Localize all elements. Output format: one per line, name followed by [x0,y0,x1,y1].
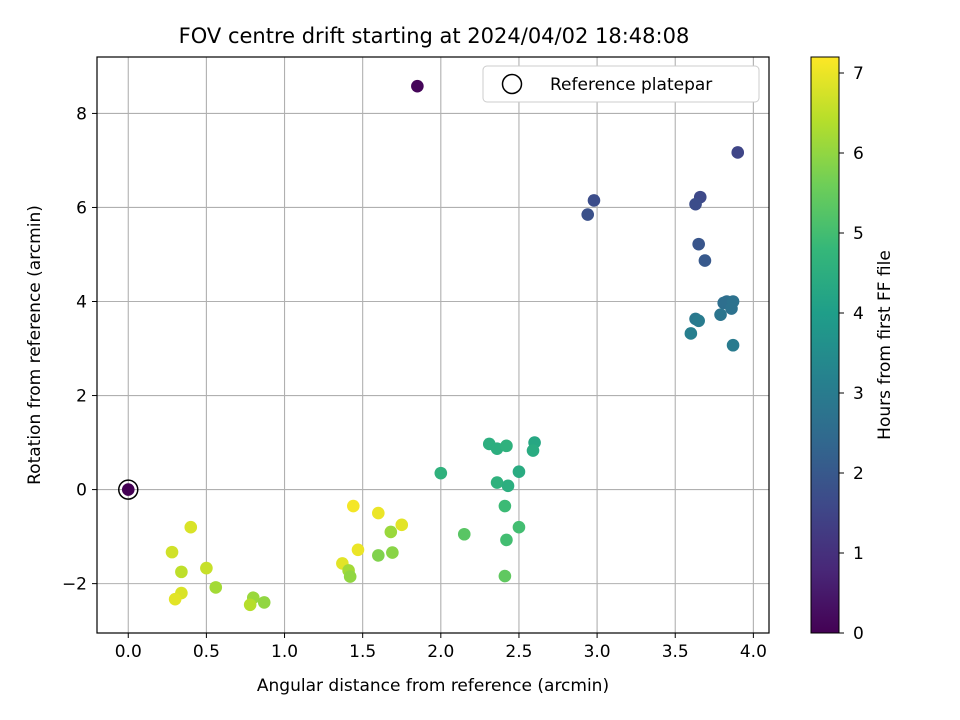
y-axis-label: Rotation from reference (arcmin) [25,205,45,485]
x-tick-label: 0.5 [193,642,220,662]
colorbar-label: Hours from first FF file [875,250,895,440]
data-point [501,479,515,493]
legend-reference-marker [501,73,523,95]
data-point [184,520,198,534]
data-point [121,483,135,496]
plot-points [121,79,745,612]
data-point [457,527,471,541]
data-point [714,308,727,321]
data-point [689,197,702,211]
reference-platepar-marker [118,479,139,500]
data-point [165,545,179,559]
y-tick-label: −2 [62,575,87,595]
data-point [490,476,504,489]
data-point [351,543,365,557]
colorbar-tick-label: 1 [853,544,864,564]
x-axis: 0.0 0.5 1.0 1.5 2.0 2.5 3.0 3.5 4.0 [115,633,767,662]
colorbar-ticks: 0 1 2 3 4 5 6 7 [839,64,864,644]
x-tick-label: 4.0 [740,642,767,662]
plot-frame [96,56,770,634]
data-point [346,499,360,513]
colorbar-tick-label: 4 [853,304,864,324]
y-tick-label: 0 [76,481,87,501]
x-tick-label: 0.0 [115,642,142,662]
data-point [395,518,409,532]
data-point [168,592,182,606]
data-point [372,506,385,520]
x-tick-label: 3.0 [584,642,611,662]
data-point [725,302,738,315]
chart-title: FOV centre drift starting at 2024/04/02 … [179,24,690,48]
plot-grid [97,57,769,633]
data-point [684,327,698,340]
colorbar-tick-label: 6 [853,144,864,164]
x-axis-label: Angular distance from reference (arcmin) [257,676,609,696]
colorbar-tick-label: 5 [853,224,864,244]
data-point [731,146,745,159]
y-axis: −2 0 2 4 6 8 [62,104,97,595]
colorbar-gradient [810,56,840,634]
x-tick-label: 1.0 [271,642,298,662]
y-tick-label: 8 [76,104,87,124]
reference-marker-layer [118,479,139,500]
colorbar-tick-label: 7 [853,64,864,84]
x-tick-label: 2.5 [505,642,532,662]
colorbar: 0 1 2 3 4 5 6 7 Hours from first FF file [810,56,895,644]
data-point [500,439,513,453]
x-tick-label: 1.5 [349,642,376,662]
data-point [343,570,357,583]
data-point [498,569,512,583]
data-point [692,237,705,251]
data-point [411,79,424,93]
legend-box [482,65,760,103]
data-point [175,565,188,579]
data-point [243,598,257,612]
data-point [498,499,512,513]
data-point [726,338,740,352]
x-tick-label: 2.0 [427,642,454,662]
legend: Reference platepar [482,65,760,103]
data-point [581,208,595,221]
x-tick-label: 3.5 [662,642,689,662]
data-point [698,254,712,267]
data-point [512,465,526,479]
data-point [692,314,705,328]
colorbar-tick-label: 3 [853,384,864,404]
data-point [587,194,601,207]
colorbar-tick-label: 2 [853,464,864,484]
data-point [257,596,271,609]
data-point [386,546,399,559]
data-point [526,444,540,457]
data-point [384,525,398,539]
colorbar-tick-label: 0 [853,624,864,644]
data-point [372,549,385,562]
data-point [512,520,526,534]
data-point [209,581,223,594]
y-tick-label: 4 [76,293,87,313]
y-tick-label: 2 [76,387,87,407]
legend-label: Reference platepar [550,75,712,95]
data-point [500,533,513,547]
data-point [434,466,448,480]
y-tick-label: 6 [76,198,87,218]
data-point [200,561,213,575]
